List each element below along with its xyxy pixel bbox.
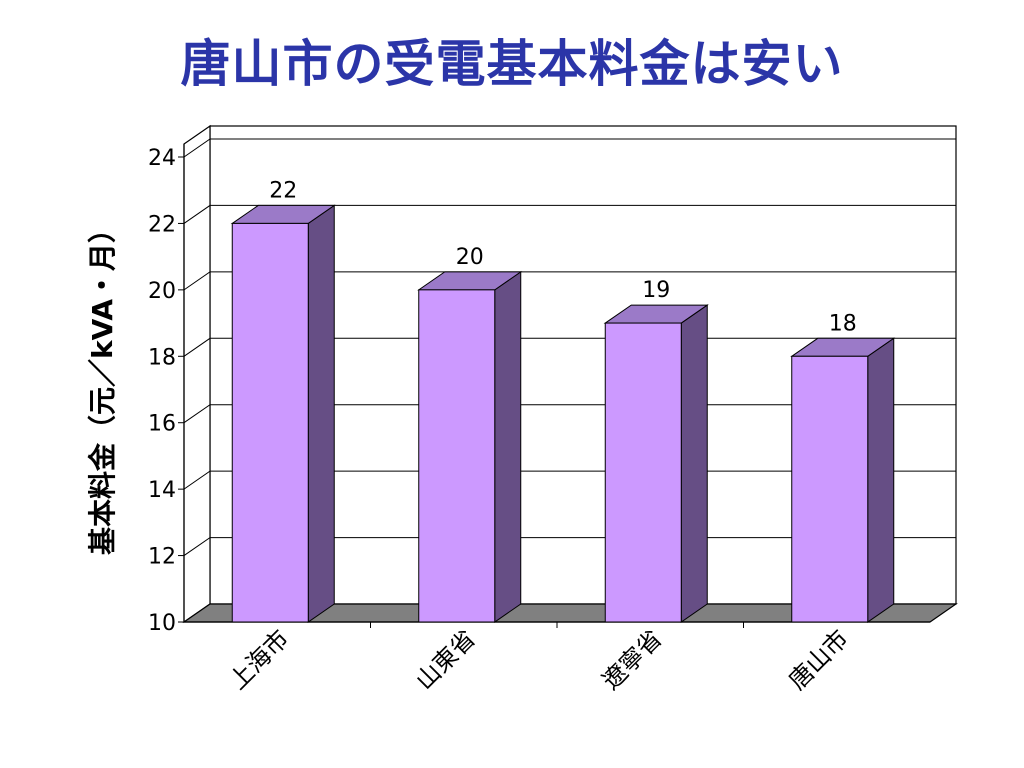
x-category-label: 唐山市 <box>783 624 854 695</box>
bar-side <box>867 337 895 623</box>
y-tick-label: 10 <box>148 611 176 636</box>
bar-side <box>680 304 708 623</box>
gridline <box>183 138 956 158</box>
gridline <box>183 204 956 224</box>
data-label: 18 <box>829 311 857 336</box>
data-label: 20 <box>456 245 484 270</box>
x-category-label: 遼寧省 <box>597 624 668 695</box>
y-tick-label: 16 <box>148 412 176 437</box>
bar-side <box>494 270 522 623</box>
data-label: 22 <box>269 178 297 203</box>
bar <box>791 355 869 623</box>
y-tick-label: 22 <box>148 212 176 237</box>
x-axis-labels: 上海市 山東省 遼寧省 唐山市 <box>224 624 854 695</box>
bars <box>230 204 896 623</box>
x-category-label: 上海市 <box>224 624 295 695</box>
bar <box>418 289 496 623</box>
y-tick-label: 12 <box>148 545 176 570</box>
y-tick-label: 24 <box>148 146 176 171</box>
y-tick-label: 20 <box>148 279 176 304</box>
y-tick-label: 18 <box>148 345 176 370</box>
data-labels: 22 20 19 18 <box>269 178 857 336</box>
gridline <box>183 271 956 291</box>
slide-title: 唐山市の受電基本料金は安い <box>180 35 844 93</box>
data-label: 19 <box>642 278 670 303</box>
y-axis-title: 基本料金（元／kVA・月） <box>86 215 119 555</box>
bar-side <box>307 204 335 623</box>
x-category-label: 山東省 <box>410 624 481 695</box>
bar <box>231 222 309 623</box>
bar <box>604 322 682 623</box>
y-axis-ticks: 10 12 14 16 18 20 22 24 <box>148 144 185 636</box>
side-wall <box>183 124 211 624</box>
y-tick-label: 14 <box>148 478 176 503</box>
